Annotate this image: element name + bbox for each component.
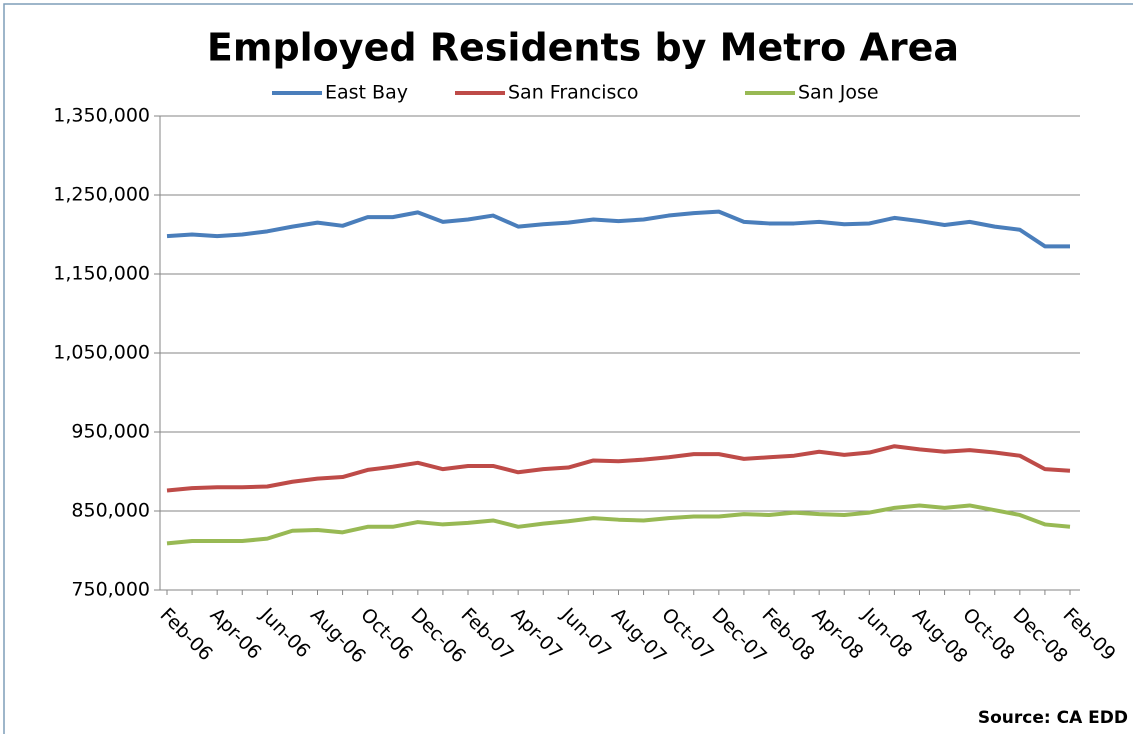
source-note: Source: CA EDD bbox=[978, 708, 1128, 728]
y-tick-label: 1,250,000 bbox=[53, 184, 150, 206]
chart-frame bbox=[3, 3, 1133, 734]
y-tick-label: 950,000 bbox=[71, 421, 150, 443]
legend-label: San Francisco bbox=[508, 82, 639, 104]
y-tick-label: 850,000 bbox=[71, 500, 150, 522]
legend-label: East Bay bbox=[325, 82, 408, 104]
y-tick-label: 1,350,000 bbox=[53, 105, 150, 127]
y-tick-label: 1,150,000 bbox=[53, 263, 150, 285]
legend-label: San Jose bbox=[798, 82, 879, 104]
y-tick-label: 750,000 bbox=[71, 579, 150, 601]
series-line bbox=[166, 209, 1070, 249]
chart-title: Employed Residents by Metro Area bbox=[207, 26, 959, 70]
series-line bbox=[166, 503, 1071, 546]
series-line bbox=[166, 444, 1071, 493]
y-tick-label: 1,050,000 bbox=[53, 342, 150, 364]
